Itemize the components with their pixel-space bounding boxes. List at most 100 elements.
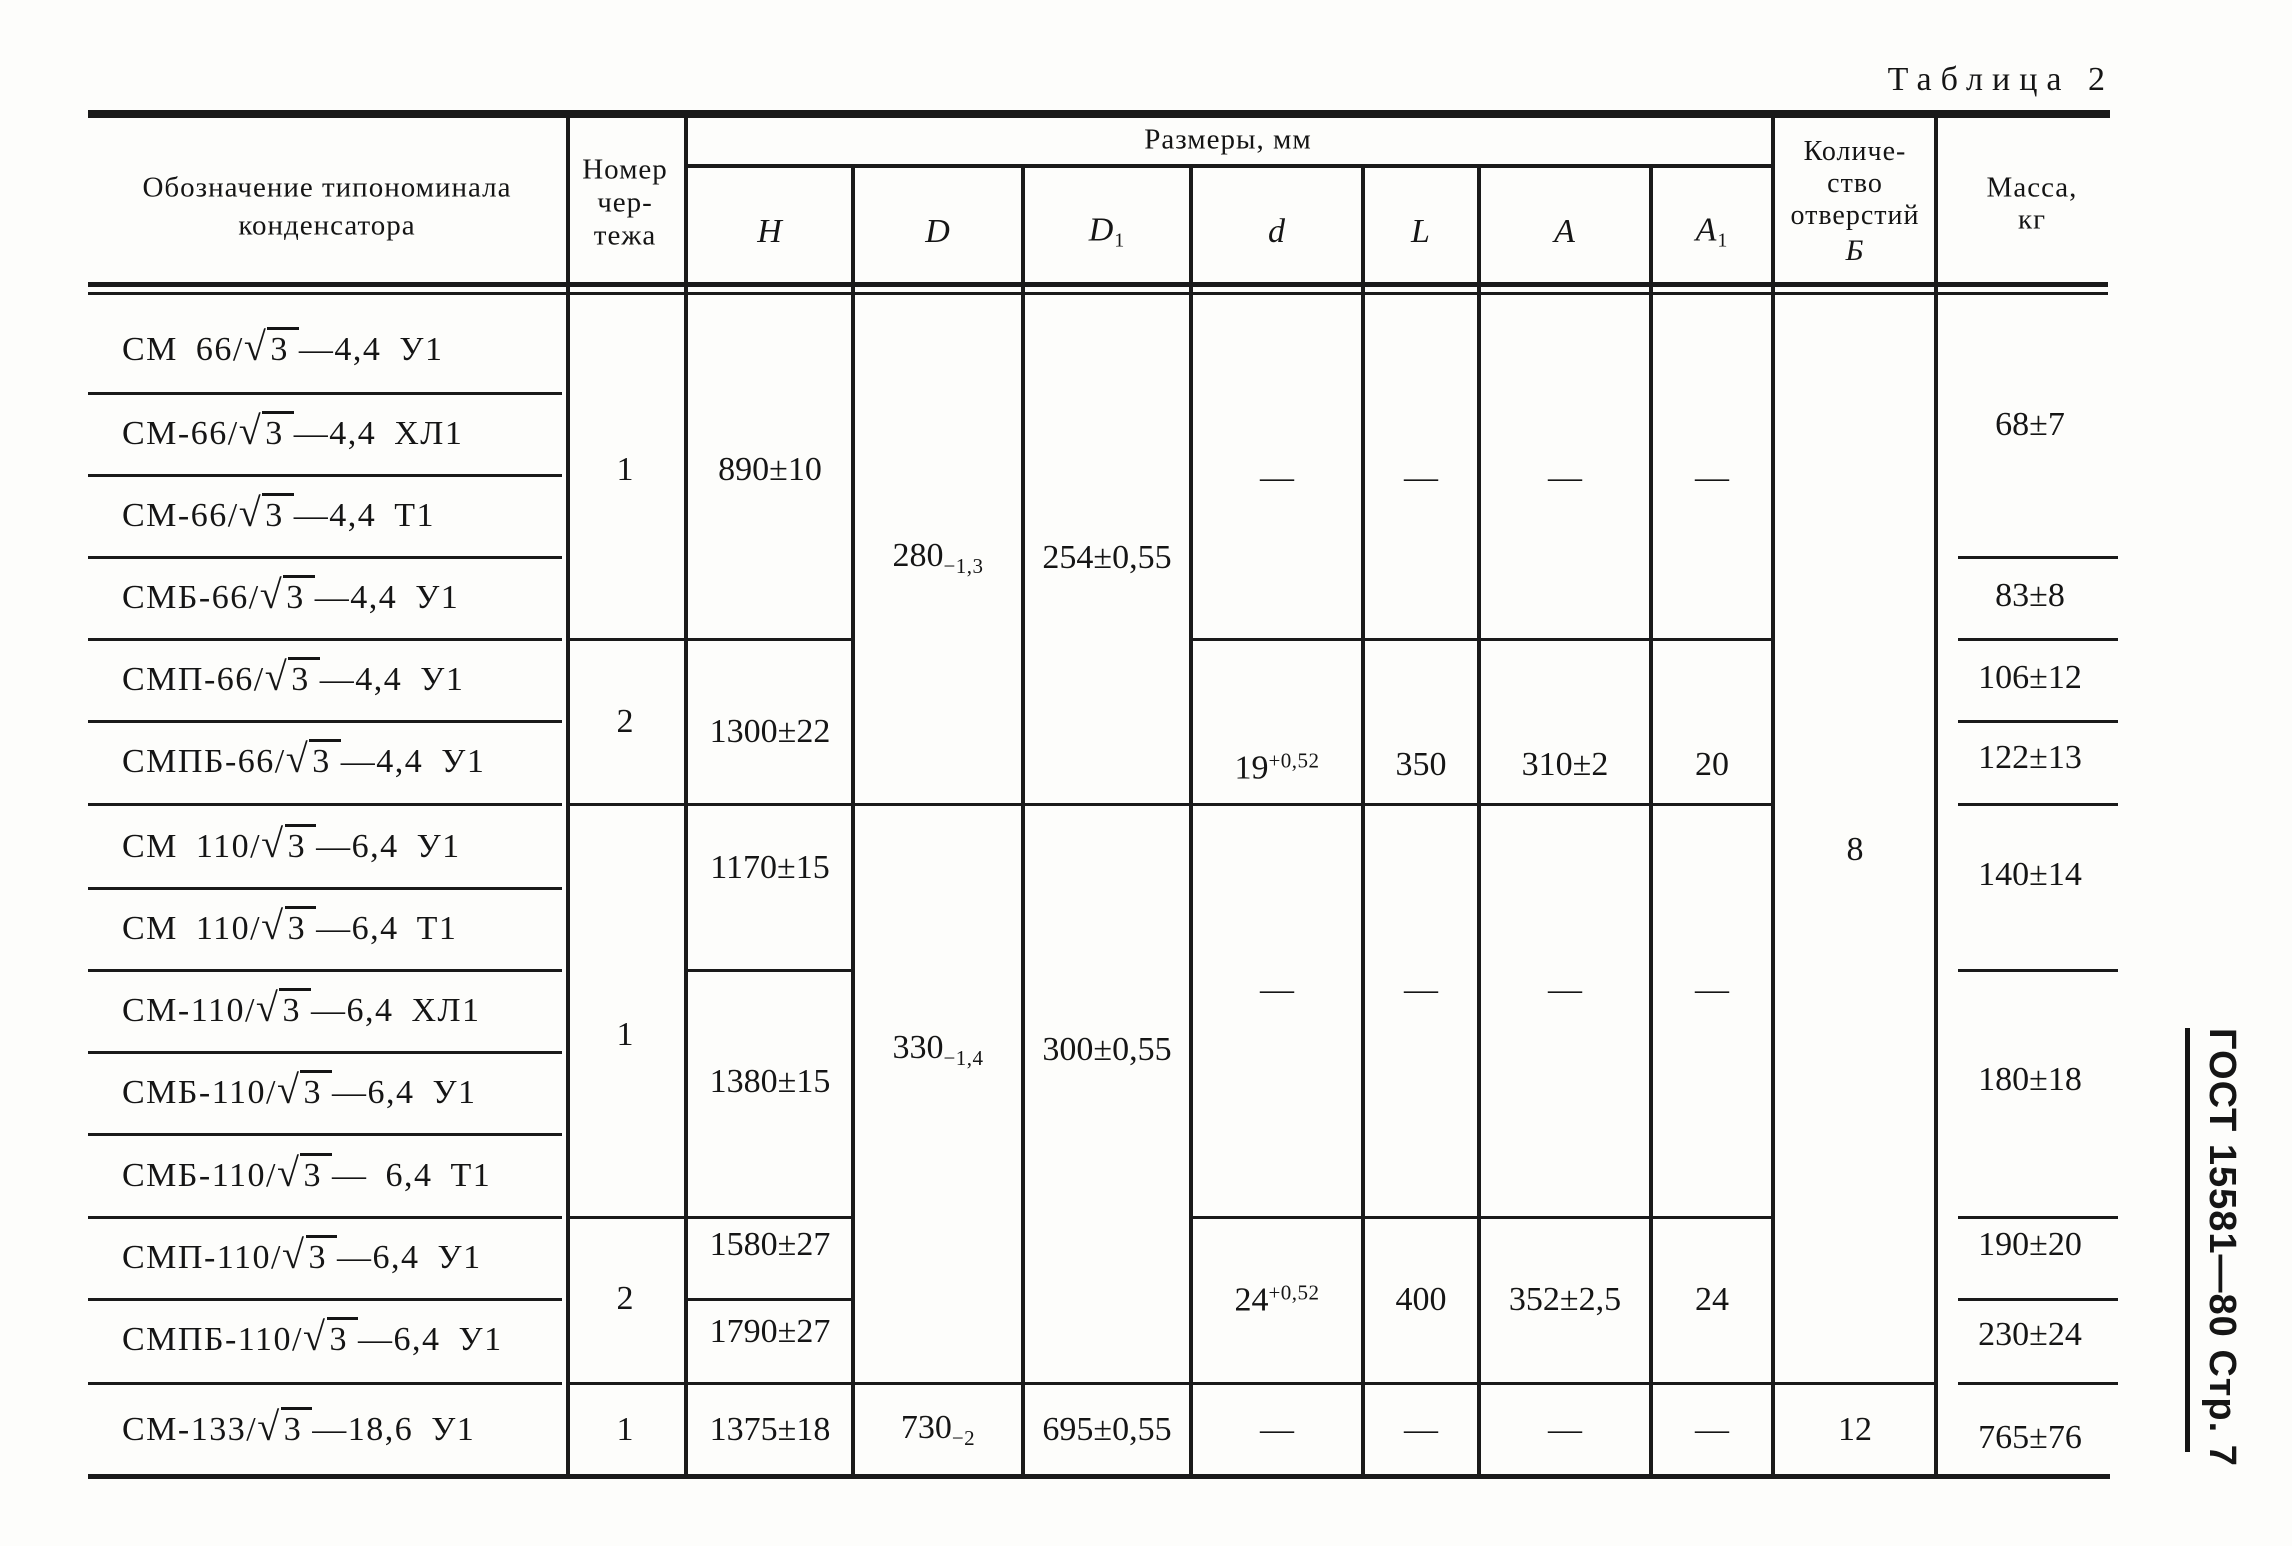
cell-mass: 140±14 — [1978, 856, 2082, 893]
cell-separator — [1021, 803, 1193, 806]
cell-separator — [566, 803, 688, 806]
designation-row: СМП-110/√3 —6,4 У1 — [122, 1232, 482, 1277]
cell-mass: 122±13 — [1978, 739, 2082, 776]
row-separator — [88, 969, 562, 972]
drawing-no-header-line1: Номер — [582, 153, 668, 186]
cell-D: 730−2 — [900, 1409, 976, 1450]
cell-separator — [1649, 803, 1775, 806]
cell-separator — [1477, 803, 1653, 806]
designation-header-line2: конденсатора — [238, 209, 416, 242]
cell-A1: 20 — [1695, 746, 1729, 783]
gost-side-stamp: ГОСТ 15581—80 Стр. 7 — [2185, 1028, 2248, 1467]
designation-row: СМ-66/√3 —4,4 Т1 — [122, 490, 435, 535]
cell-H: 890±10 — [718, 451, 822, 488]
row-separator — [88, 556, 562, 559]
row-separator — [88, 1216, 562, 1219]
designation-row: СМП-66/√3 —4,4 У1 — [122, 654, 465, 699]
dimensions-header: Размеры, мм — [1144, 123, 1312, 156]
cell-separator — [1958, 1216, 2118, 1219]
cell-A: — — [1548, 459, 1582, 496]
cell-A: 352±2,5 — [1508, 1281, 1622, 1318]
designation-row: СМ 66/√3 —4,4 У1 — [122, 324, 444, 369]
cell-separator — [684, 1382, 855, 1385]
cell-L: — — [1404, 971, 1438, 1008]
col-header-H: H — [757, 213, 783, 250]
cell-D: 280−1,3 — [892, 537, 984, 578]
cell-separator — [566, 1216, 688, 1219]
cell-separator — [1361, 1216, 1481, 1219]
cell-drawing-no: 1 — [616, 1411, 634, 1448]
column-divider — [1361, 166, 1365, 1476]
column-divider — [1189, 166, 1193, 1476]
cell-separator — [1958, 1382, 2118, 1385]
cell-H: 1170±15 — [710, 849, 830, 886]
holes-header-line2: ство — [1827, 168, 1883, 199]
col-header-A: A — [1554, 213, 1576, 250]
cell-separator — [1477, 1216, 1653, 1219]
cell-separator — [851, 1382, 1025, 1385]
header-double-rule-bottom — [88, 292, 2108, 295]
cell-separator — [1189, 803, 1365, 806]
cell-mass: 83±8 — [1995, 577, 2065, 614]
drawing-no-header-line3: тежа — [593, 219, 657, 252]
cell-drawing-no: 1 — [616, 451, 634, 488]
cell-separator — [1189, 1382, 1365, 1385]
table-top-border — [88, 110, 2110, 118]
cell-separator — [1649, 1216, 1775, 1219]
cell-separator — [1021, 1382, 1193, 1385]
cell-separator — [1477, 638, 1653, 641]
cell-mass: 765±76 — [1978, 1419, 2082, 1456]
drawing-no-header-line2: чер- — [597, 186, 653, 219]
cell-separator — [1361, 803, 1481, 806]
designation-row: СМПБ-110/√3 —6,4 У1 — [122, 1314, 503, 1359]
designation-row: СМПБ-66/√3 —4,4 У1 — [122, 736, 486, 781]
cell-separator — [1189, 638, 1365, 641]
cell-d: — — [1260, 1411, 1294, 1448]
cell-separator — [1958, 803, 2118, 806]
column-divider — [1021, 166, 1025, 1476]
row-separator — [88, 803, 562, 806]
cell-L: — — [1404, 459, 1438, 496]
column-divider — [1649, 166, 1653, 1476]
cell-separator — [1361, 638, 1481, 641]
cell-d: — — [1260, 971, 1294, 1008]
cell-D1: 695±0,55 — [1042, 1411, 1172, 1448]
cell-A1: 24 — [1695, 1281, 1729, 1318]
cell-A1: — — [1695, 1411, 1729, 1448]
cell-holes-count: 8 — [1846, 831, 1864, 868]
designation-row: СМ 110/√3 —6,4 Т1 — [122, 903, 458, 948]
mass-header-line2: кг — [2018, 203, 2046, 236]
cell-d: — — [1260, 459, 1294, 496]
designation-row: СМБ-110/√3 —6,4 У1 — [122, 1067, 477, 1112]
row-separator — [88, 720, 562, 723]
cell-separator — [1189, 1216, 1365, 1219]
cell-H: 1380±15 — [709, 1063, 831, 1100]
cell-separator — [566, 1382, 688, 1385]
cell-D1: 300±0,55 — [1042, 1031, 1172, 1068]
row-separator — [88, 887, 562, 890]
cell-D: 330−1,4 — [892, 1029, 984, 1070]
header-double-rule-top — [88, 282, 2108, 287]
designation-row: СМ-66/√3 —4,4 ХЛ1 — [122, 408, 464, 453]
mass-header-line1: Масса, — [1986, 171, 2078, 204]
cell-mass: 180±18 — [1978, 1061, 2082, 1098]
cell-separator — [1958, 720, 2118, 723]
column-divider — [1477, 166, 1481, 1476]
cell-mass: 190±20 — [1978, 1226, 2082, 1263]
cell-D1: 254±0,55 — [1042, 539, 1172, 576]
col-header-A1: A1 — [1695, 211, 1729, 252]
cell-separator — [684, 969, 855, 972]
dimensions-spanner-rule — [684, 164, 1773, 168]
cell-L: 400 — [1395, 1281, 1447, 1318]
designation-row: СМ-133/√3 —18,6 У1 — [122, 1404, 476, 1449]
cell-mass: 230±24 — [1978, 1316, 2082, 1353]
row-separator — [88, 392, 562, 395]
cell-drawing-no: 2 — [616, 703, 634, 740]
cell-A1: — — [1695, 971, 1729, 1008]
cell-separator — [1958, 969, 2118, 972]
cell-separator — [1649, 1382, 1775, 1385]
column-divider — [684, 118, 688, 1476]
cell-A1: — — [1695, 459, 1729, 496]
designation-header-line1: Обозначение типономинала — [142, 171, 512, 204]
cell-L: — — [1404, 1411, 1438, 1448]
